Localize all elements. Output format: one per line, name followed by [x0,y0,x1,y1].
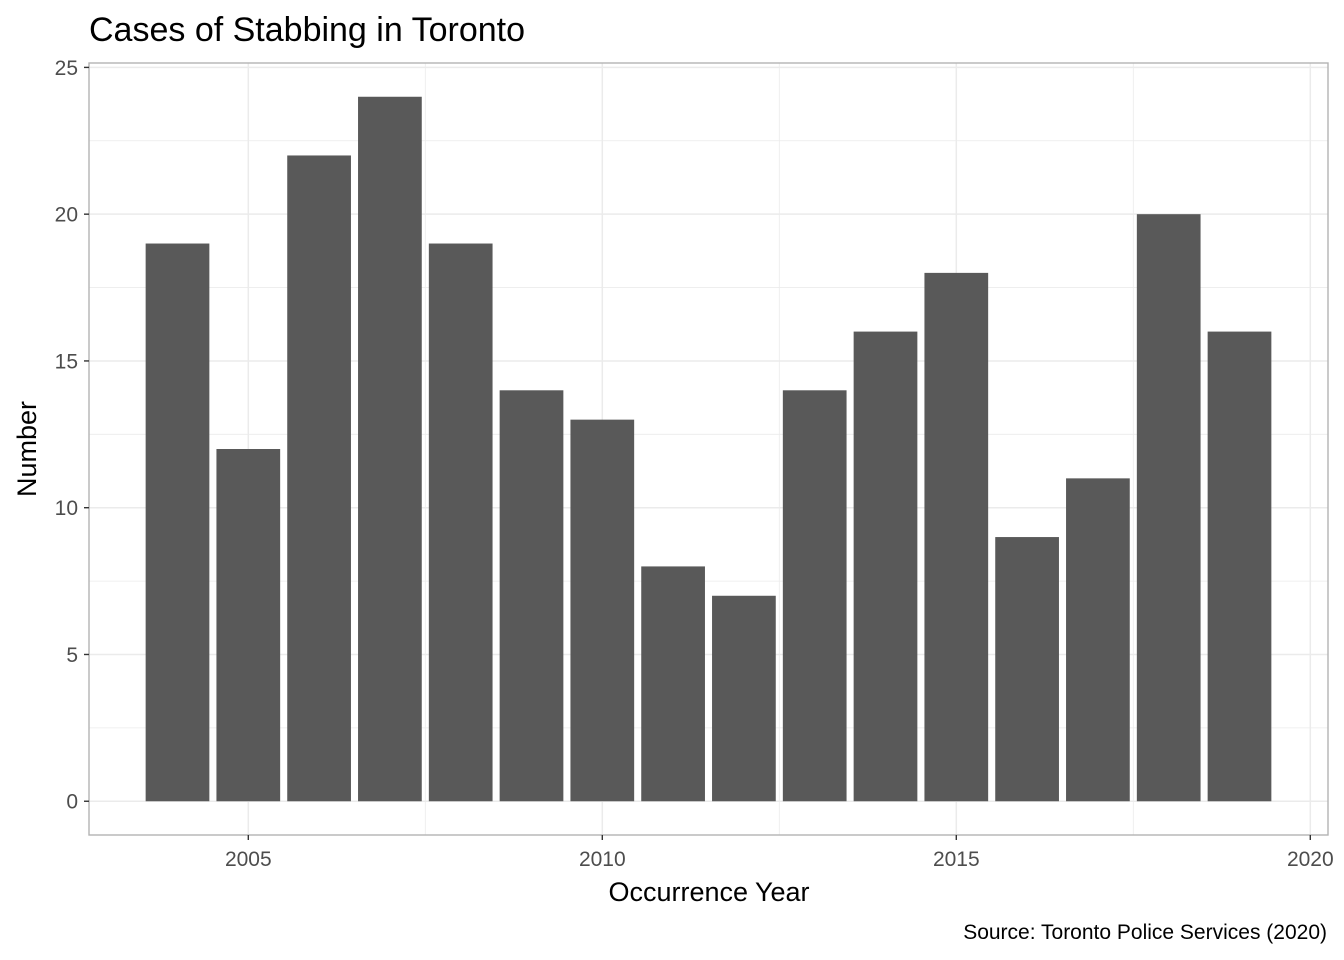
y-tick-label: 20 [55,204,78,227]
y-tick-label: 10 [55,497,78,520]
bar-2007 [358,96,422,802]
bar-2018 [1136,214,1201,802]
bars [145,96,1272,802]
y-tick-label: 25 [55,57,78,80]
x-tick-label: 2005 [225,848,272,871]
bar-2010 [570,419,635,802]
bar-2013 [782,390,847,802]
x-tick-label: 2015 [933,848,980,871]
bar-2016 [995,537,1059,802]
chart-caption: Source: Toronto Police Services (2020) [963,921,1327,944]
bar-2004 [145,243,210,802]
x-axis-title: Occurrence Year [608,877,809,907]
bar-2009 [499,390,564,802]
x-axis-ticks: 2005 2010 2015 2020 [225,835,1334,871]
bar-2019 [1207,331,1272,802]
panel-border [88,62,1329,836]
bar-2015 [924,272,989,802]
bar-2005 [216,449,281,802]
bar-2017 [1066,478,1130,802]
y-tick-label: 5 [66,644,78,667]
chart-title: Cases of Stabbing in Toronto [89,11,525,49]
bar-2012 [712,595,776,802]
bar-2006 [287,155,351,802]
y-axis-title: Number [12,401,42,497]
bar-2008 [428,243,493,802]
x-tick-label: 2020 [1287,848,1334,871]
bar-2014 [853,331,918,802]
y-axis-ticks: 0 5 10 15 20 25 [55,57,89,814]
x-tick-label: 2010 [579,848,626,871]
y-tick-label: 15 [55,350,78,373]
y-tick-label: 0 [66,791,78,814]
bar-2011 [641,566,705,802]
